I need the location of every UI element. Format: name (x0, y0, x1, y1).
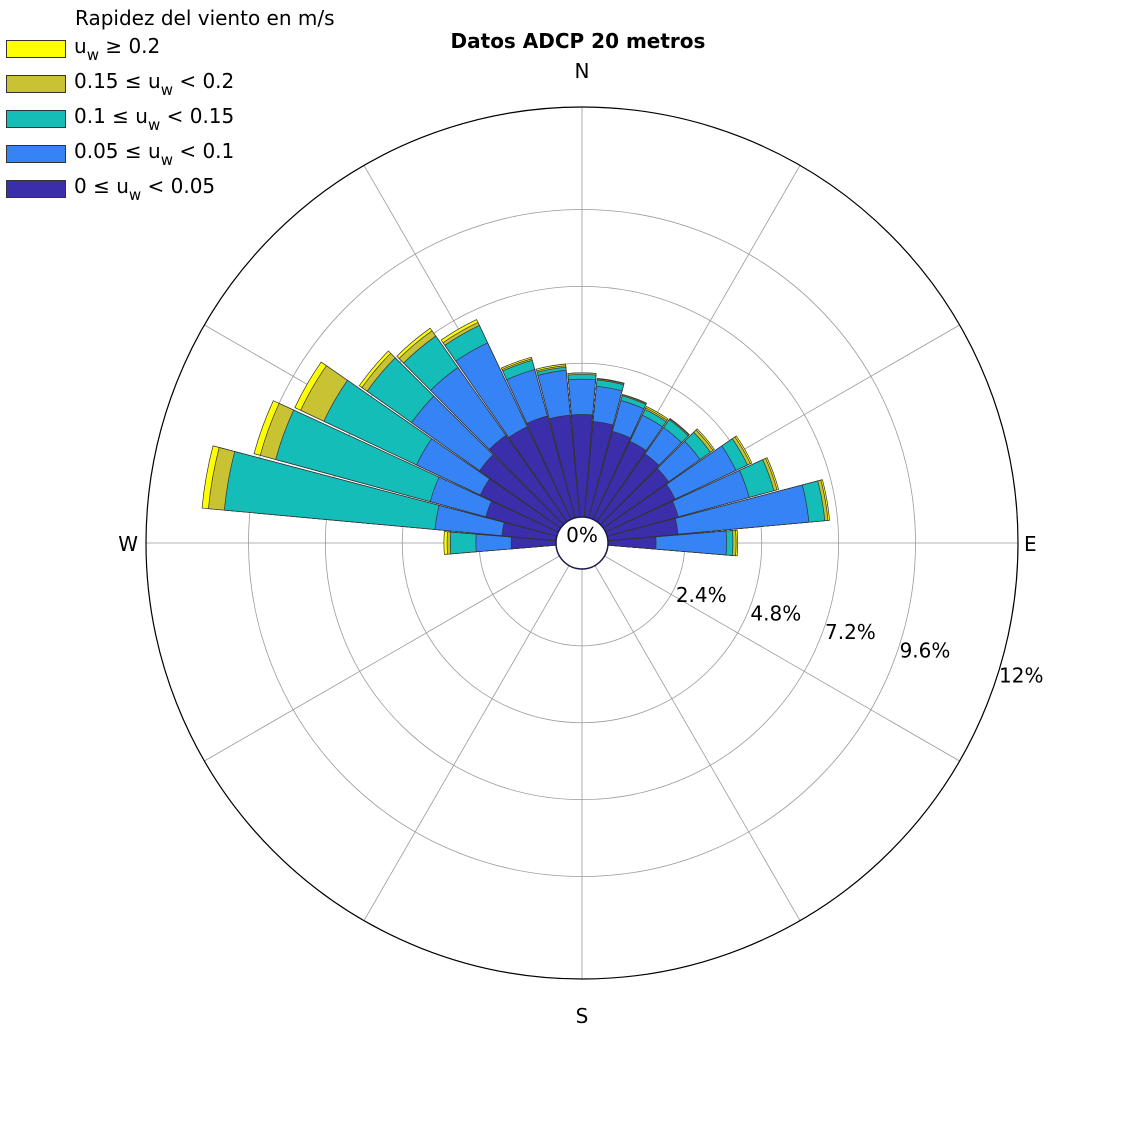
grid-spoke-150 (594, 565, 801, 921)
polar-labels: Datos ADCP 20 metros N E S W 0% 2.4% 4.8% 7.2% 9.… (118, 29, 1043, 1028)
radial-tick-label-4: 9.6% (900, 639, 951, 663)
legend-label: uw ≥ 0.2 (74, 34, 161, 64)
legend-label: 0 ≤ uw < 0.05 (74, 174, 216, 204)
direction-label-n: N (575, 59, 590, 83)
radial-tick-label-1: 2.4% (676, 583, 727, 607)
radial-tick-label-0: 0% (566, 523, 598, 547)
direction-label-e: E (1024, 532, 1037, 556)
grid-spoke-240 (204, 555, 560, 762)
radial-tick-label-5: 12% (999, 663, 1043, 687)
grid-spoke-120 (604, 555, 960, 762)
radial-tick-label-3: 7.2% (825, 620, 876, 644)
legend-item: 0.1 ≤ uw < 0.15 (6, 104, 366, 134)
legend-item: 0.05 ≤ uw < 0.1 (6, 139, 366, 169)
legend-swatch (6, 180, 66, 198)
legend-item: 0.15 ≤ uw < 0.2 (6, 69, 366, 99)
legend-swatch (6, 75, 66, 93)
legend-title: Rapidez del viento en m/s (75, 6, 335, 30)
grid-spoke-210 (363, 565, 570, 921)
direction-label-s: S (576, 1004, 589, 1028)
legend-swatch (6, 40, 66, 58)
grid-ring-3 (324, 285, 840, 801)
wind-rose-bars (201, 319, 830, 570)
legend-item: uw ≥ 0.2 (6, 34, 366, 64)
grid-ring-2 (401, 362, 763, 724)
direction-label-w: W (118, 532, 138, 556)
legend-label: 0.15 ≤ uw < 0.2 (74, 69, 235, 99)
grid-ring-5 (145, 106, 1019, 980)
legend-swatch (6, 110, 66, 128)
grid-ring-4 (248, 209, 916, 877)
center-circle (555, 516, 609, 570)
legend-label: 0.1 ≤ uw < 0.15 (74, 104, 235, 134)
legend-swatch (6, 145, 66, 163)
legend-label: 0.05 ≤ uw < 0.1 (74, 139, 235, 169)
chart-title: Datos ADCP 20 metros (451, 29, 706, 53)
radial-tick-label-2: 4.8% (750, 601, 801, 625)
legend-item: 0 ≤ uw < 0.05 (6, 174, 366, 204)
